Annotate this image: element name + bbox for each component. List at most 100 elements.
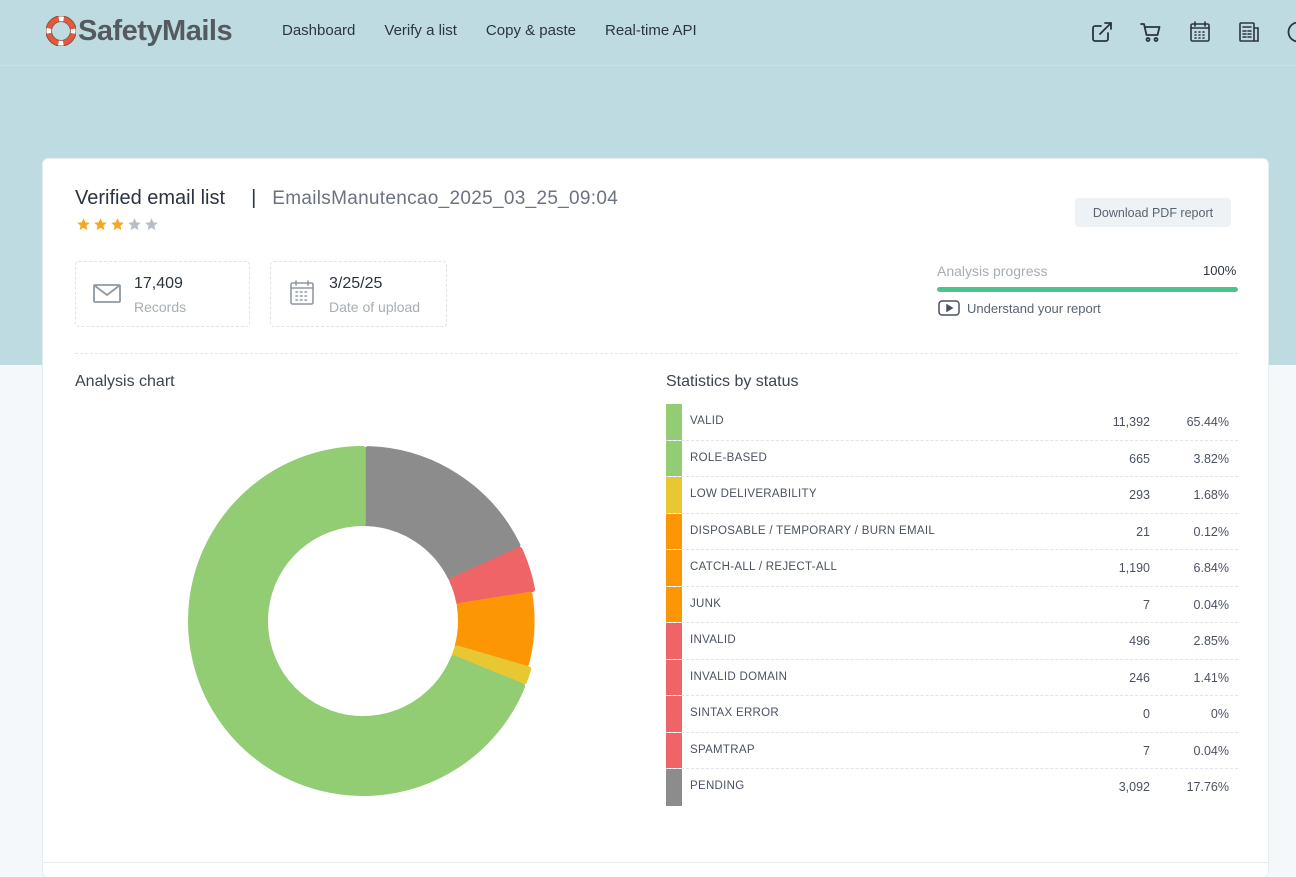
report-icon[interactable] xyxy=(1237,20,1261,44)
navbar: SafetyMails Dashboard Verify a list Copy… xyxy=(0,0,1296,66)
progress-value: 100% xyxy=(1203,263,1237,278)
envelope-icon xyxy=(92,278,122,308)
stat-row: VALID 11,392 65.44% xyxy=(666,404,1238,441)
stat-row: PENDING 3,092 17.76% xyxy=(666,769,1238,806)
nav-copy-paste[interactable]: Copy & paste xyxy=(485,22,576,39)
status-count: 11,392 xyxy=(1112,415,1150,429)
status-percent: 0.12% xyxy=(1193,524,1229,539)
logo[interactable]: SafetyMails xyxy=(45,13,233,49)
nav-realtime-api[interactable]: Real-time API xyxy=(604,22,697,39)
status-color-swatch xyxy=(666,732,682,768)
records-box: 17,409 Records xyxy=(75,261,250,327)
status-percent: 0.04% xyxy=(1193,743,1229,758)
status-color-swatch xyxy=(666,404,682,440)
nav-dashboard[interactable]: Dashboard xyxy=(282,22,356,39)
records-label: Records xyxy=(134,299,187,315)
status-percent: 3.82% xyxy=(1193,451,1229,466)
nav-icons xyxy=(1090,20,1296,44)
status-color-swatch xyxy=(666,513,682,549)
status-name: INVALID xyxy=(690,634,736,646)
donut-slice-valid[interactable] xyxy=(188,446,526,796)
stat-row: INVALID DOMAIN 246 1.41% xyxy=(666,659,1238,696)
stat-row: ROLE-BASED 665 3.82% xyxy=(666,440,1238,477)
download-pdf-button[interactable]: Download PDF report xyxy=(1075,198,1231,227)
statistics-table: VALID 11,392 65.44% ROLE-BASED 665 3.82% LOW D… xyxy=(666,404,1238,806)
lifebuoy-icon xyxy=(45,15,77,47)
stat-row: CATCH-ALL / REJECT-ALL 1,190 6.84% xyxy=(666,550,1238,587)
status-count: 293 xyxy=(1129,488,1150,502)
status-color-swatch xyxy=(666,623,682,659)
calendar-grid-icon[interactable] xyxy=(1188,20,1212,44)
status-name: DISPOSABLE / TEMPORARY / BURN EMAIL xyxy=(690,524,936,537)
upload-date-box: 3/25/25 Date of upload xyxy=(270,261,447,327)
status-percent: 1.68% xyxy=(1193,488,1229,502)
section-divider xyxy=(75,353,1238,354)
status-count: 3,092 xyxy=(1118,780,1150,794)
stat-row: SINTAX ERROR 0 0% xyxy=(666,696,1238,733)
status-count: 21 xyxy=(1136,524,1150,539)
status-color-swatch xyxy=(666,440,682,476)
nav-links: Dashboard Verify a list Copy & paste Rea… xyxy=(282,22,697,39)
status-name: ROLE-BASED xyxy=(690,451,768,464)
status-count: 0 xyxy=(1143,707,1150,721)
title-separator: | xyxy=(251,187,257,209)
report-card: Verified email list | EmailsManutencao_2… xyxy=(42,158,1270,877)
cart-icon[interactable] xyxy=(1139,20,1163,44)
status-name: LOW DELIVERABILITY xyxy=(690,488,817,500)
star-filled-icon xyxy=(94,218,107,231)
status-name: VALID xyxy=(690,415,724,427)
status-color-swatch xyxy=(666,477,682,513)
status-count: 496 xyxy=(1129,634,1150,648)
status-name: CATCH-ALL / REJECT-ALL xyxy=(690,561,838,573)
star-filled-icon xyxy=(111,218,124,231)
report-header: Verified email list | EmailsManutencao_2… xyxy=(75,187,618,210)
card-bottom-divider xyxy=(43,862,1270,863)
progress-bar xyxy=(937,287,1238,292)
stat-row: DISPOSABLE / TEMPORARY / BURN EMAIL 21 0.1… xyxy=(666,513,1238,550)
status-count: 1,190 xyxy=(1118,561,1150,575)
status-count: 7 xyxy=(1143,597,1150,612)
status-count: 7 xyxy=(1143,743,1150,758)
status-name: INVALID DOMAIN xyxy=(690,670,788,683)
logo-text: SafetyMails xyxy=(78,14,233,47)
calendar-icon xyxy=(287,278,317,308)
status-name: SINTAX ERROR xyxy=(690,707,780,719)
status-color-swatch xyxy=(666,696,682,732)
stat-row: SPAMTRAP 7 0.04% xyxy=(666,732,1238,769)
star-empty-icon xyxy=(145,218,158,231)
status-percent: 0% xyxy=(1210,707,1229,721)
status-percent: 65.44% xyxy=(1186,415,1229,429)
status-percent: 0.04% xyxy=(1193,597,1229,612)
star-filled-icon xyxy=(77,218,90,231)
donut-slice-risky[interactable] xyxy=(454,591,535,667)
analysis-donut-chart xyxy=(188,446,536,796)
status-percent: 1.41% xyxy=(1193,670,1229,685)
help-icon[interactable] xyxy=(1286,20,1296,44)
external-link-icon[interactable] xyxy=(1090,20,1114,44)
status-color-swatch xyxy=(666,769,682,806)
status-percent: 6.84% xyxy=(1193,561,1229,575)
status-name: JUNK xyxy=(690,597,722,610)
upload-date-label: Date of upload xyxy=(329,299,421,315)
video-play-icon xyxy=(938,300,960,316)
progress-label: Analysis progress xyxy=(937,263,1048,279)
donut-slice-pending[interactable] xyxy=(362,446,521,581)
progress-fill xyxy=(937,287,1238,292)
star-empty-icon xyxy=(128,218,141,231)
rating-stars xyxy=(76,217,159,232)
list-name: EmailsManutencao_2025_03_25_09:04 xyxy=(272,188,619,209)
stat-row: LOW DELIVERABILITY 293 1.68% xyxy=(666,477,1238,514)
status-percent: 2.85% xyxy=(1193,634,1229,648)
status-count: 665 xyxy=(1129,451,1150,466)
status-percent: 17.76% xyxy=(1186,780,1229,794)
stat-row: INVALID 496 2.85% xyxy=(666,623,1238,660)
statistics-title: Statistics by status xyxy=(666,373,799,390)
nav-verify-list[interactable]: Verify a list xyxy=(384,22,457,39)
status-name: PENDING xyxy=(690,780,745,792)
understand-report-link[interactable]: Understand your report xyxy=(938,299,1101,317)
status-name: SPAMTRAP xyxy=(690,743,755,756)
status-color-swatch xyxy=(666,550,682,586)
records-value: 17,409 xyxy=(134,275,183,292)
stat-row: JUNK 7 0.04% xyxy=(666,586,1238,623)
understand-report-text: Understand your report xyxy=(967,300,1101,316)
